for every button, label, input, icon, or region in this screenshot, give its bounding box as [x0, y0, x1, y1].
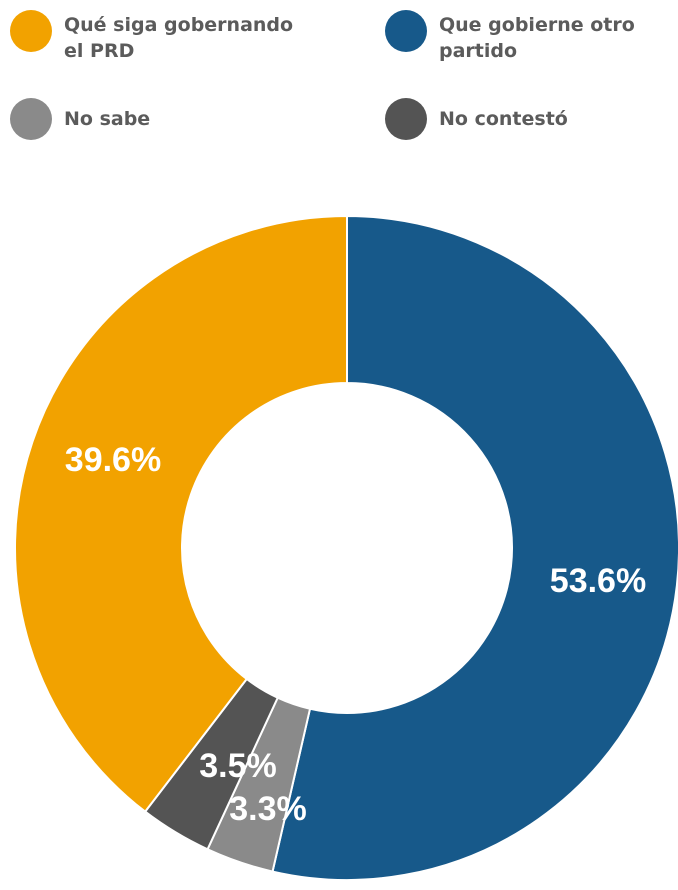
- legend-swatch-gray: [10, 98, 52, 140]
- legend-swatch-dark-gray: [385, 98, 427, 140]
- legend-label: Qué siga gobernando el PRD: [64, 14, 294, 62]
- legend-item-que-siga-gobernando: Qué siga gobernando el PRD: [10, 10, 293, 64]
- legend-label: No sabe: [64, 108, 151, 130]
- chart-legend: Qué siga gobernando el PRD Que gobierne …: [0, 0, 678, 160]
- slice-que-siga-gobernando: [14, 214, 348, 814]
- legend-label: Que gobierne otro partido: [439, 14, 635, 62]
- slice-que-gobierne-otro: [271, 214, 678, 881]
- slice-label-no-contesto: 3.5%: [199, 747, 277, 785]
- legend-item-no-contesto: No contestó: [385, 98, 568, 140]
- slice-label-que-siga-gobernando: 39.6%: [65, 441, 161, 479]
- donut-labels: 39.6% 53.6% 3.5% 3.3%: [65, 441, 646, 828]
- legend-item-no-sabe: No sabe: [10, 98, 150, 140]
- slice-label-no-sabe: 3.3%: [229, 790, 307, 828]
- legend-swatch-blue: [385, 10, 427, 52]
- legend-swatch-orange: [10, 10, 52, 52]
- slice-label-que-gobierne-otro: 53.6%: [550, 562, 646, 600]
- donut-slices: [14, 214, 678, 881]
- legend-label: No contestó: [439, 108, 568, 130]
- legend-item-que-gobierne-otro: Que gobierne otro partido: [385, 10, 635, 64]
